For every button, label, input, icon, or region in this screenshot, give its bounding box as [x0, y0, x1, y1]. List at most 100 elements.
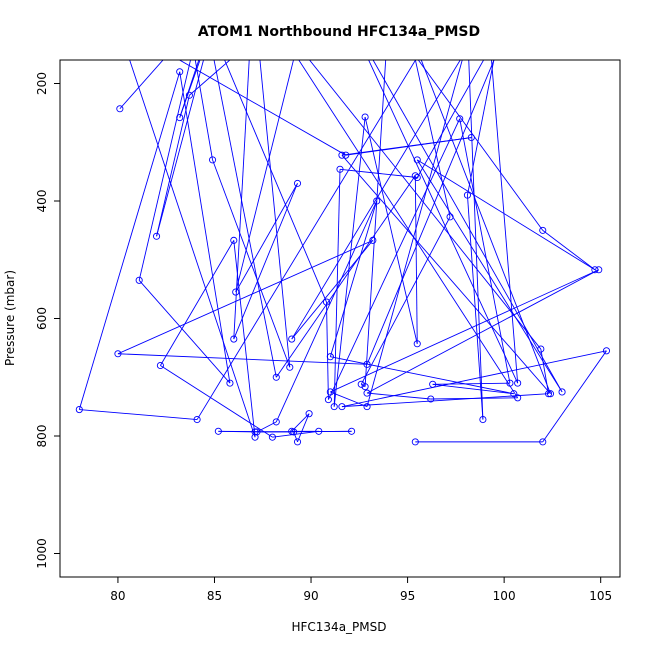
data-point	[114, 350, 122, 358]
data-point	[413, 173, 421, 182]
data-point	[322, 298, 331, 306]
data-point	[342, 151, 350, 159]
data-point	[413, 156, 421, 164]
series-line-segment	[218, 430, 294, 433]
data-point	[602, 347, 611, 355]
series-line-segment	[138, 280, 231, 384]
series-line-segment	[467, 60, 495, 196]
series-line-segment	[256, 421, 277, 433]
series-line-segment	[414, 175, 418, 344]
data-point	[361, 383, 369, 391]
data-point	[293, 438, 302, 446]
series-line-segment	[540, 348, 549, 394]
x-tick-label: 80	[110, 589, 125, 603]
data-point	[539, 438, 547, 446]
series-line-segment	[138, 60, 191, 281]
x-tick-label: 85	[207, 589, 222, 603]
data-point	[116, 105, 124, 113]
series-line-segment	[119, 60, 164, 110]
series-line-segment	[291, 413, 310, 432]
y-tick-label: 1000	[35, 538, 49, 569]
series-line-segment	[361, 383, 366, 388]
data-point	[348, 427, 356, 435]
series-line-segment	[364, 116, 418, 344]
data-point	[286, 363, 294, 371]
series-line-segment	[360, 216, 451, 385]
data-point	[411, 172, 419, 180]
data-point	[185, 91, 193, 99]
data-point	[324, 396, 332, 404]
series-line-segment	[194, 60, 213, 160]
data-point	[230, 335, 238, 343]
series-line-segment	[235, 183, 298, 293]
series-line-segment	[275, 200, 378, 423]
series-line-segment	[330, 391, 368, 408]
series-line-segment	[366, 60, 463, 407]
data-point	[369, 236, 377, 244]
series-line-segment	[233, 60, 250, 340]
series-line-segment	[366, 392, 431, 400]
data-point	[305, 410, 313, 418]
data-point	[429, 380, 437, 388]
data-point	[479, 415, 487, 424]
data-point	[315, 427, 323, 435]
data-point	[427, 395, 435, 403]
data-point	[288, 427, 296, 435]
series-line-segment	[329, 200, 378, 357]
series-line-segment	[432, 382, 510, 385]
data-point	[506, 379, 514, 387]
x-tick-label: 105	[589, 589, 612, 603]
data-point	[510, 390, 518, 398]
data-point	[326, 353, 334, 361]
series-line-segment	[372, 60, 563, 393]
data-point	[539, 226, 547, 234]
series-line-segment	[326, 302, 329, 400]
data-point	[373, 197, 381, 205]
series-line-segment	[213, 60, 277, 378]
data-point	[338, 151, 346, 159]
x-tick-label: 100	[493, 589, 516, 603]
series-line-segment	[129, 60, 256, 438]
data-point	[214, 427, 222, 435]
series-line-segment	[117, 239, 374, 355]
data-point	[251, 428, 259, 436]
series-line-segment	[233, 240, 256, 438]
data-point	[446, 213, 454, 221]
series-line-segment	[368, 60, 519, 384]
x-tick-label: 90	[303, 589, 318, 603]
series-line-segment	[297, 413, 310, 443]
data-point	[176, 68, 184, 76]
series-line-segment	[160, 240, 235, 366]
series-line-segment	[417, 60, 544, 231]
series-line-segment	[341, 350, 607, 408]
y-tick-label: 400	[35, 190, 49, 213]
data-point	[591, 266, 599, 274]
series-line-segment	[330, 356, 514, 395]
chart-title: ATOM1 Northbound HFC134a_PMSD	[198, 24, 480, 40]
series-line-segment	[178, 60, 347, 156]
series-line-segment	[117, 353, 368, 365]
series-line-segment	[420, 60, 551, 394]
data-point	[514, 394, 522, 402]
data-point	[411, 438, 419, 446]
data-point	[272, 373, 280, 381]
data-point	[413, 340, 421, 348]
data-point	[288, 335, 296, 343]
data-point	[176, 114, 184, 122]
y-tick-label: 600	[35, 307, 49, 330]
y-axis-label: Pressure (mbar)	[3, 270, 17, 366]
data-layer	[75, 60, 611, 446]
series-line-segment	[542, 350, 607, 443]
data-point	[156, 361, 164, 370]
data-point	[251, 433, 259, 441]
data-point	[293, 179, 302, 187]
series-line-segment	[78, 71, 181, 410]
series-line-segment	[259, 60, 291, 368]
y-tick-label: 200	[35, 72, 49, 95]
data-point	[514, 379, 522, 387]
x-tick-label: 95	[400, 589, 415, 603]
series-line-segment	[233, 183, 298, 340]
series-line-segment	[328, 118, 461, 400]
series-line-segment	[298, 60, 519, 399]
